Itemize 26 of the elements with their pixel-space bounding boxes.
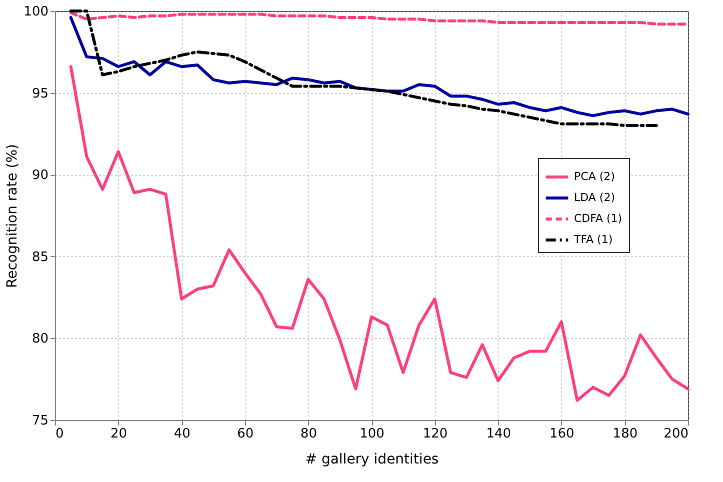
line-series	[69, 65, 690, 402]
x-tick-label: 180	[612, 426, 638, 442]
x-tick-label: 80	[300, 426, 317, 442]
x-tick-label: 200	[664, 426, 688, 442]
x-axis-title: # gallery identities	[305, 452, 439, 468]
line-series	[69, 10, 658, 128]
line-series	[69, 16, 690, 118]
legend-label: CDFA (1)	[574, 212, 622, 225]
y-tick-label: 80	[32, 332, 48, 347]
legend-label: LDA (2)	[574, 191, 616, 204]
y-tick-label: 95	[32, 86, 48, 102]
x-tick-label: 140	[486, 426, 512, 442]
x-tick-label: 160	[549, 426, 574, 442]
legend-label: TFA (1)	[573, 233, 613, 246]
y-tick-label: 85	[32, 250, 48, 265]
x-tick-label: 100	[360, 426, 384, 442]
y-tick-label: 100	[24, 4, 48, 20]
legend-label: PCA (2)	[574, 170, 615, 183]
y-axis-title: Recognition rate (%)	[4, 144, 21, 288]
x-tick-label: 0	[56, 426, 64, 442]
x-tick-label: 60	[237, 426, 254, 442]
y-tick-label: 90	[32, 168, 48, 184]
y-tick-label: 75	[32, 414, 48, 428]
x-tick-label: 20	[110, 426, 128, 442]
x-tick-label: 40	[174, 426, 190, 442]
x-tick-label: 120	[422, 426, 448, 442]
